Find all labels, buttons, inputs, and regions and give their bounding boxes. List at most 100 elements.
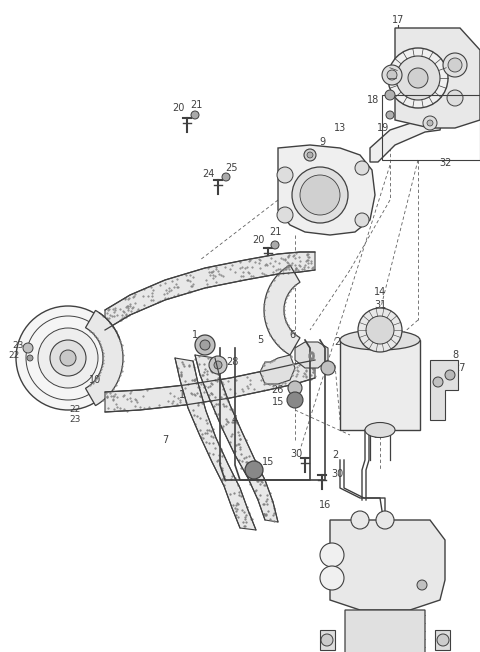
Text: 17: 17 bbox=[392, 15, 404, 25]
Text: 30: 30 bbox=[290, 449, 302, 459]
Text: 15: 15 bbox=[272, 397, 284, 407]
Circle shape bbox=[287, 392, 303, 408]
Circle shape bbox=[16, 306, 120, 410]
Circle shape bbox=[292, 167, 348, 223]
Circle shape bbox=[191, 111, 199, 119]
Circle shape bbox=[271, 241, 279, 249]
Circle shape bbox=[386, 111, 394, 119]
Polygon shape bbox=[264, 265, 300, 355]
Text: 25: 25 bbox=[226, 163, 238, 173]
Circle shape bbox=[60, 350, 76, 366]
Text: 20: 20 bbox=[172, 103, 184, 113]
Bar bbox=[382, 95, 480, 160]
Ellipse shape bbox=[340, 330, 420, 350]
Circle shape bbox=[382, 65, 402, 85]
Circle shape bbox=[321, 634, 333, 646]
Text: 7: 7 bbox=[162, 435, 168, 445]
Text: 18: 18 bbox=[367, 95, 379, 105]
Circle shape bbox=[351, 511, 369, 529]
Text: 21: 21 bbox=[190, 100, 202, 110]
Circle shape bbox=[307, 152, 313, 158]
Circle shape bbox=[366, 316, 394, 344]
Circle shape bbox=[376, 511, 394, 529]
Circle shape bbox=[195, 335, 215, 355]
Circle shape bbox=[443, 53, 467, 77]
Circle shape bbox=[387, 70, 397, 80]
Polygon shape bbox=[105, 252, 315, 330]
Circle shape bbox=[50, 340, 86, 376]
Text: 22: 22 bbox=[8, 351, 20, 359]
Polygon shape bbox=[260, 355, 295, 384]
Text: B: B bbox=[329, 574, 335, 582]
Polygon shape bbox=[278, 145, 375, 235]
Text: 2: 2 bbox=[332, 450, 338, 460]
Text: 14: 14 bbox=[374, 287, 386, 297]
Text: 4: 4 bbox=[232, 415, 238, 425]
Polygon shape bbox=[175, 358, 256, 530]
Text: 1: 1 bbox=[192, 330, 198, 340]
Circle shape bbox=[200, 340, 210, 350]
Text: 20: 20 bbox=[252, 235, 264, 245]
Circle shape bbox=[277, 207, 293, 223]
Polygon shape bbox=[370, 118, 442, 162]
Polygon shape bbox=[330, 520, 445, 610]
Text: 16: 16 bbox=[319, 500, 331, 510]
Text: 26: 26 bbox=[334, 337, 346, 347]
Circle shape bbox=[388, 48, 448, 108]
Circle shape bbox=[321, 361, 335, 375]
Circle shape bbox=[417, 580, 427, 590]
Circle shape bbox=[320, 543, 344, 567]
Circle shape bbox=[408, 68, 428, 88]
Circle shape bbox=[385, 90, 395, 100]
Text: A: A bbox=[329, 550, 335, 559]
Text: 3: 3 bbox=[373, 430, 379, 440]
Polygon shape bbox=[85, 310, 123, 406]
Text: 8: 8 bbox=[452, 350, 458, 360]
Circle shape bbox=[27, 355, 33, 361]
Text: B: B bbox=[383, 516, 387, 524]
Text: 31: 31 bbox=[374, 300, 386, 310]
Circle shape bbox=[423, 116, 437, 130]
Circle shape bbox=[447, 90, 463, 106]
Text: 13: 13 bbox=[334, 123, 346, 133]
Circle shape bbox=[396, 56, 440, 100]
Text: 24: 24 bbox=[202, 169, 214, 179]
Text: 11: 11 bbox=[179, 390, 191, 400]
Text: 29: 29 bbox=[424, 570, 436, 580]
Circle shape bbox=[23, 343, 33, 353]
Circle shape bbox=[245, 461, 263, 479]
Circle shape bbox=[427, 120, 433, 126]
Circle shape bbox=[300, 175, 340, 215]
Text: 5: 5 bbox=[257, 335, 263, 345]
Text: 23: 23 bbox=[69, 415, 81, 424]
Circle shape bbox=[214, 361, 222, 369]
Polygon shape bbox=[105, 360, 315, 412]
Circle shape bbox=[222, 173, 230, 181]
Circle shape bbox=[209, 356, 227, 374]
Polygon shape bbox=[195, 355, 278, 522]
Text: 19: 19 bbox=[377, 123, 389, 133]
Ellipse shape bbox=[365, 422, 395, 437]
Circle shape bbox=[320, 566, 344, 590]
Bar bbox=[340, 340, 420, 430]
Text: 10: 10 bbox=[89, 375, 101, 385]
Polygon shape bbox=[395, 28, 480, 128]
Circle shape bbox=[38, 328, 98, 388]
Polygon shape bbox=[435, 630, 450, 650]
Circle shape bbox=[448, 58, 462, 72]
Circle shape bbox=[433, 377, 443, 387]
Text: 22: 22 bbox=[70, 406, 81, 415]
Text: A: A bbox=[358, 516, 362, 524]
Circle shape bbox=[288, 381, 302, 395]
Text: 23: 23 bbox=[12, 340, 24, 349]
Text: 27: 27 bbox=[454, 363, 466, 373]
Text: 9: 9 bbox=[319, 137, 325, 147]
Circle shape bbox=[304, 149, 316, 161]
Polygon shape bbox=[345, 610, 425, 652]
Circle shape bbox=[437, 634, 449, 646]
Circle shape bbox=[445, 370, 455, 380]
Circle shape bbox=[277, 167, 293, 183]
Polygon shape bbox=[295, 342, 328, 368]
Circle shape bbox=[358, 308, 402, 352]
Text: 28: 28 bbox=[226, 357, 238, 367]
